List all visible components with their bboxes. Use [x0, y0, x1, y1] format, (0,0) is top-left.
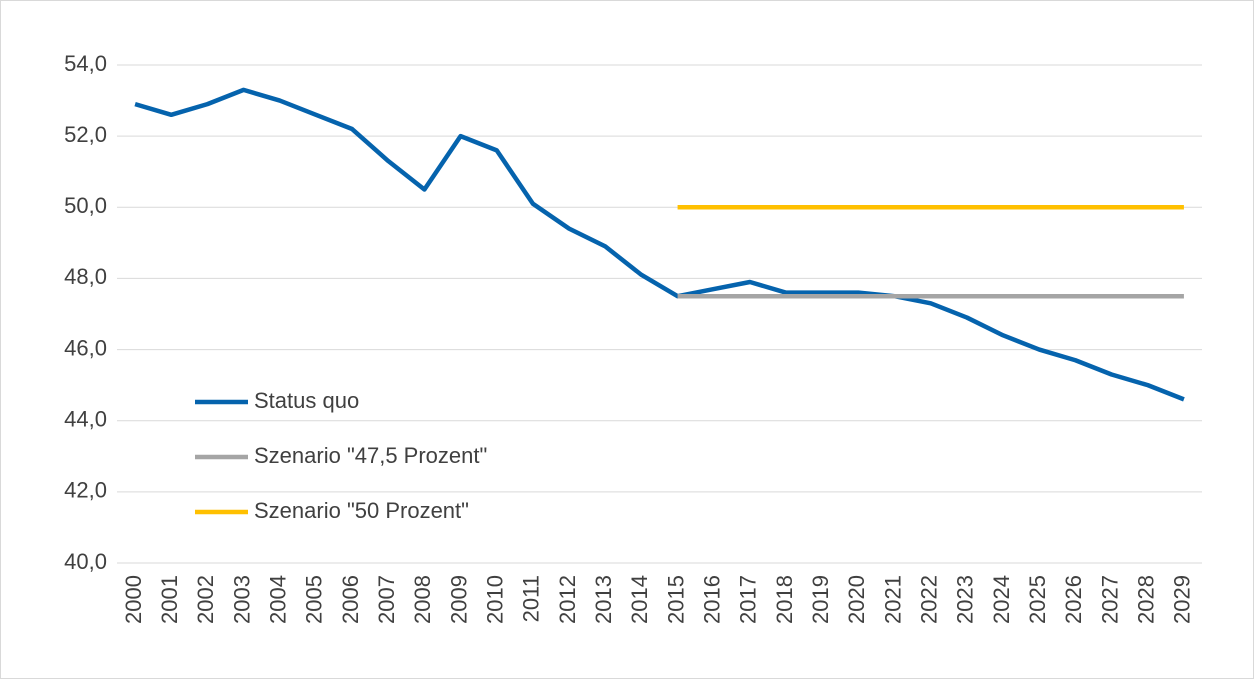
x-tick-label: 2021: [880, 575, 905, 624]
x-tick-label: 2006: [338, 575, 363, 624]
y-tick-label: 42,0: [64, 478, 107, 503]
x-tick-label: 2029: [1170, 575, 1195, 624]
x-tick-label: 2020: [844, 575, 869, 624]
x-tick-label: 2013: [591, 575, 616, 624]
x-tick-label: 2025: [1025, 575, 1050, 624]
legend-label: Szenario "50 Prozent": [254, 498, 469, 523]
x-tick-label: 2027: [1097, 575, 1122, 624]
y-tick-label: 46,0: [64, 335, 107, 360]
x-tick-label: 2023: [953, 575, 978, 624]
y-tick-label: 40,0: [64, 549, 107, 574]
x-tick-label: 2018: [772, 575, 797, 624]
x-tick-label: 2028: [1134, 575, 1159, 624]
y-tick-label: 48,0: [64, 264, 107, 289]
x-tick-label: 2017: [736, 575, 761, 624]
x-tick-label: 2019: [808, 575, 833, 624]
x-tick-label: 2016: [700, 575, 725, 624]
x-tick-label: 2010: [483, 575, 508, 624]
x-tick-label: 2001: [157, 575, 182, 624]
x-tick-label: 2009: [446, 575, 471, 624]
y-tick-label: 50,0: [64, 193, 107, 218]
x-tick-label: 2003: [229, 575, 254, 624]
y-tick-label: 44,0: [64, 407, 107, 432]
x-tick-label: 2024: [989, 575, 1014, 624]
x-tick-label: 2007: [374, 575, 399, 624]
x-tick-label: 2005: [302, 575, 327, 624]
x-tick-label: 2000: [121, 575, 146, 624]
x-tick-label: 2014: [627, 575, 652, 624]
x-tick-label: 2015: [663, 575, 688, 624]
y-tick-label: 52,0: [64, 122, 107, 147]
x-tick-label: 2022: [917, 575, 942, 624]
x-tick-label: 2011: [519, 575, 544, 622]
x-tick-label: 2002: [193, 575, 218, 624]
x-tick-label: 2026: [1061, 575, 1086, 624]
legend-label: Szenario "47,5 Prozent": [254, 443, 487, 468]
y-tick-label: 54,0: [64, 51, 107, 76]
series-line: [134, 87, 1185, 402]
legend-label: Status quo: [254, 388, 359, 413]
x-tick-label: 2008: [410, 575, 435, 624]
x-tick-label: 2004: [266, 575, 291, 624]
x-tick-label: 2012: [555, 575, 580, 624]
